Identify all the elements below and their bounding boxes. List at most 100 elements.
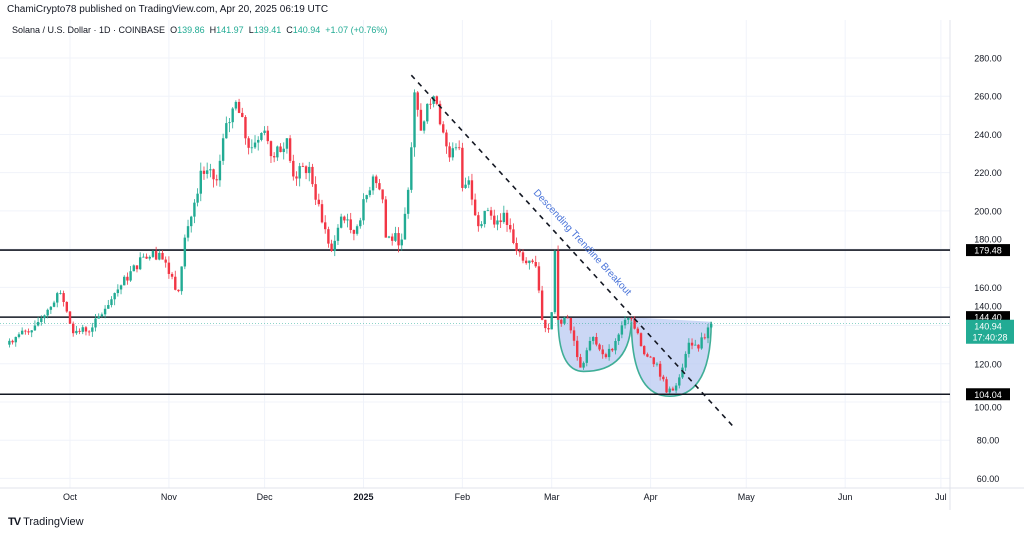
descending-trendline[interactable] bbox=[410, 74, 735, 428]
candle-body bbox=[87, 331, 91, 333]
candle-body bbox=[17, 334, 21, 337]
candle-body bbox=[435, 96, 439, 104]
candle-body bbox=[614, 341, 617, 351]
tradingview-logo[interactable]: TV TradingView bbox=[8, 516, 84, 528]
candle-body bbox=[346, 219, 349, 221]
candle-body bbox=[116, 289, 120, 294]
candle-body bbox=[397, 233, 400, 246]
candle-body bbox=[304, 166, 308, 174]
candle-body bbox=[94, 318, 97, 328]
candle-body bbox=[123, 276, 126, 286]
close-label: C bbox=[286, 25, 293, 35]
support-resistance-levels bbox=[0, 249, 950, 396]
candle-body bbox=[119, 285, 123, 290]
candle-body bbox=[295, 176, 298, 179]
candle-body bbox=[330, 243, 333, 252]
candle-body bbox=[528, 260, 531, 264]
candle-body bbox=[502, 212, 506, 223]
candle-body bbox=[103, 308, 107, 315]
time-axis[interactable]: Oct Nov Dec 2025 Feb Mar Apr May Jun Jul bbox=[63, 492, 947, 502]
candle-body bbox=[33, 325, 37, 331]
candle-body bbox=[132, 265, 135, 272]
symbol-name: Solana / U.S. Dollar · 1D · COINBASE bbox=[12, 25, 166, 35]
time-tick: Oct bbox=[63, 492, 78, 502]
candle-body bbox=[464, 184, 467, 188]
candle-body bbox=[579, 357, 582, 368]
candle-body bbox=[218, 160, 222, 181]
candle-body bbox=[177, 289, 180, 292]
change-value: +1.07 (+0.76%) bbox=[325, 25, 388, 35]
candle-body bbox=[461, 147, 464, 188]
candle-body bbox=[151, 251, 155, 257]
candle-body bbox=[655, 363, 659, 365]
candle-body bbox=[285, 138, 289, 149]
candle-body bbox=[429, 103, 432, 105]
candle-body bbox=[442, 124, 445, 133]
candle-body bbox=[327, 229, 330, 244]
candle-body bbox=[288, 138, 292, 161]
high-value: 141.97 bbox=[216, 25, 244, 35]
candle-body bbox=[365, 195, 368, 200]
candle-body bbox=[107, 305, 110, 309]
candle-body bbox=[317, 199, 321, 205]
grid bbox=[0, 20, 1024, 510]
candle-body bbox=[282, 148, 285, 153]
candle-body bbox=[14, 336, 17, 343]
candle-body bbox=[560, 319, 563, 324]
candle-body bbox=[333, 240, 336, 252]
cup-arc-2 bbox=[630, 321, 712, 398]
level-label: 144.40 bbox=[974, 313, 1002, 323]
price-tick: 200.00 bbox=[974, 206, 1002, 216]
candle-body bbox=[534, 262, 537, 267]
price-tick: 260.00 bbox=[974, 92, 1002, 102]
candle-body bbox=[298, 166, 301, 179]
candle-body bbox=[205, 170, 209, 174]
candle-body bbox=[257, 139, 260, 143]
candle-body bbox=[563, 317, 566, 324]
candle-body bbox=[40, 318, 43, 323]
trendline[interactable]: Descending Trendline Breakout bbox=[410, 74, 735, 428]
candle-body bbox=[228, 122, 231, 124]
candle-body bbox=[158, 252, 161, 260]
candle-body bbox=[378, 183, 381, 190]
candle-body bbox=[24, 330, 27, 332]
candle-body bbox=[668, 388, 671, 393]
candle-body bbox=[649, 356, 652, 358]
candle-body bbox=[276, 146, 279, 158]
candle-body bbox=[611, 348, 614, 351]
candle-body bbox=[241, 112, 244, 117]
candle-body bbox=[703, 337, 707, 339]
candle-body bbox=[384, 199, 388, 238]
candle-body bbox=[674, 385, 678, 391]
candle-body bbox=[524, 260, 528, 264]
candle-body bbox=[129, 271, 132, 281]
candle-body bbox=[263, 130, 266, 133]
candle-body bbox=[339, 216, 343, 228]
time-tick: Feb bbox=[455, 492, 471, 502]
candle-body bbox=[426, 103, 429, 122]
price-tick: 180.00 bbox=[974, 235, 1002, 245]
candle-body bbox=[56, 293, 59, 303]
candle-body bbox=[46, 309, 49, 316]
candle-body bbox=[576, 340, 579, 358]
candle-body bbox=[138, 257, 142, 270]
candle-body bbox=[636, 328, 640, 334]
price-tick: 160.00 bbox=[974, 283, 1002, 293]
candle-body bbox=[489, 210, 493, 216]
candle-body bbox=[212, 169, 215, 180]
candle-body bbox=[470, 180, 474, 200]
price-axis[interactable]: 179.48 144.40 104.04 280.00 260.00 240.00 220.… bbox=[966, 54, 1014, 484]
candle-body bbox=[652, 357, 655, 365]
candle-body bbox=[368, 190, 372, 196]
candle-body bbox=[706, 327, 710, 339]
candle-body bbox=[247, 138, 250, 148]
candle-body bbox=[390, 236, 394, 241]
candle-body bbox=[301, 166, 305, 167]
candle-body bbox=[553, 251, 557, 313]
candle-body bbox=[371, 176, 375, 191]
candle-body bbox=[687, 342, 691, 354]
candle-body bbox=[473, 199, 477, 216]
low-label: L bbox=[248, 25, 254, 35]
candle-body bbox=[100, 314, 104, 317]
